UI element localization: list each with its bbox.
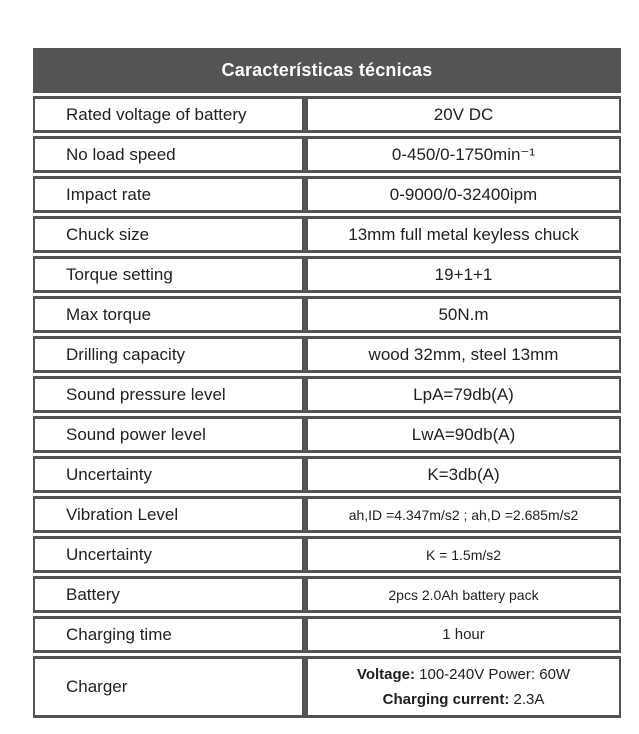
- spec-value: 20V DC: [305, 96, 621, 133]
- spec-label: Vibration Level: [33, 496, 305, 533]
- spec-label: Torque setting: [33, 256, 305, 293]
- charger-current-value: 2.3A: [509, 691, 545, 708]
- spec-table: Características técnicas Rated voltage o…: [33, 45, 621, 721]
- charger-line-2: Charging current: 2.3A: [312, 687, 615, 712]
- charger-voltage-value: 100-240V Power: 60W: [414, 666, 571, 683]
- row-uncertainty-vibration: Uncertainty K = 1.5m/s2: [33, 536, 621, 573]
- spec-value: 2pcs 2.0Ah battery pack: [305, 576, 621, 613]
- row-no-load-speed: No load speed 0-450/0-1750min⁻¹: [33, 136, 621, 173]
- row-impact-rate: Impact rate 0-9000/0-32400ipm: [33, 176, 621, 213]
- spec-label: Battery: [33, 576, 305, 613]
- spec-label: Uncertainty: [33, 536, 305, 573]
- spec-value: K=3db(A): [305, 456, 621, 493]
- spec-label: No load speed: [33, 136, 305, 173]
- row-sound-pressure-level: Sound pressure level LpA=79db(A): [33, 376, 621, 413]
- spec-label: Rated voltage of battery: [33, 96, 305, 133]
- spec-label: Impact rate: [33, 176, 305, 213]
- spec-value: ah,ID =4.347m/s2 ; ah,D =2.685m/s2: [305, 496, 621, 533]
- spec-value: Voltage: 100-240V Power: 60W Charging cu…: [305, 656, 621, 718]
- spec-value: 1 hour: [305, 616, 621, 653]
- row-vibration-level: Vibration Level ah,ID =4.347m/s2 ; ah,D …: [33, 496, 621, 533]
- spec-label: Charging time: [33, 616, 305, 653]
- spec-value: K = 1.5m/s2: [305, 536, 621, 573]
- spec-label: Chuck size: [33, 216, 305, 253]
- charger-current-label: Charging current:: [382, 691, 510, 708]
- spec-value: 50N.m: [305, 296, 621, 333]
- charger-voltage-label: Voltage:: [356, 666, 415, 683]
- row-max-torque: Max torque 50N.m: [33, 296, 621, 333]
- row-battery: Battery 2pcs 2.0Ah battery pack: [33, 576, 621, 613]
- table-title: Características técnicas: [33, 48, 621, 93]
- row-charger: Charger Voltage: 100-240V Power: 60W Cha…: [33, 656, 621, 718]
- spec-label: Sound power level: [33, 416, 305, 453]
- table-header-row: Características técnicas: [33, 48, 621, 93]
- row-chuck-size: Chuck size 13mm full metal keyless chuck: [33, 216, 621, 253]
- row-sound-power-level: Sound power level LwA=90db(A): [33, 416, 621, 453]
- spec-value: LwA=90db(A): [305, 416, 621, 453]
- spec-value: 19+1+1: [305, 256, 621, 293]
- spec-label: Charger: [33, 656, 305, 718]
- spec-value: 13mm full metal keyless chuck: [305, 216, 621, 253]
- spec-label: Drilling capacity: [33, 336, 305, 373]
- spec-value: LpA=79db(A): [305, 376, 621, 413]
- row-charging-time: Charging time 1 hour: [33, 616, 621, 653]
- row-torque-setting: Torque setting 19+1+1: [33, 256, 621, 293]
- charger-line-1: Voltage: 100-240V Power: 60W: [312, 662, 615, 687]
- spec-value: wood 32mm, steel 13mm: [305, 336, 621, 373]
- row-drilling-capacity: Drilling capacity wood 32mm, steel 13mm: [33, 336, 621, 373]
- row-rated-voltage: Rated voltage of battery 20V DC: [33, 96, 621, 133]
- spec-value: 0-450/0-1750min⁻¹: [305, 136, 621, 173]
- spec-label: Uncertainty: [33, 456, 305, 493]
- spec-value: 0-9000/0-32400ipm: [305, 176, 621, 213]
- spec-label: Sound pressure level: [33, 376, 305, 413]
- spec-label: Max torque: [33, 296, 305, 333]
- row-uncertainty-sound: Uncertainty K=3db(A): [33, 456, 621, 493]
